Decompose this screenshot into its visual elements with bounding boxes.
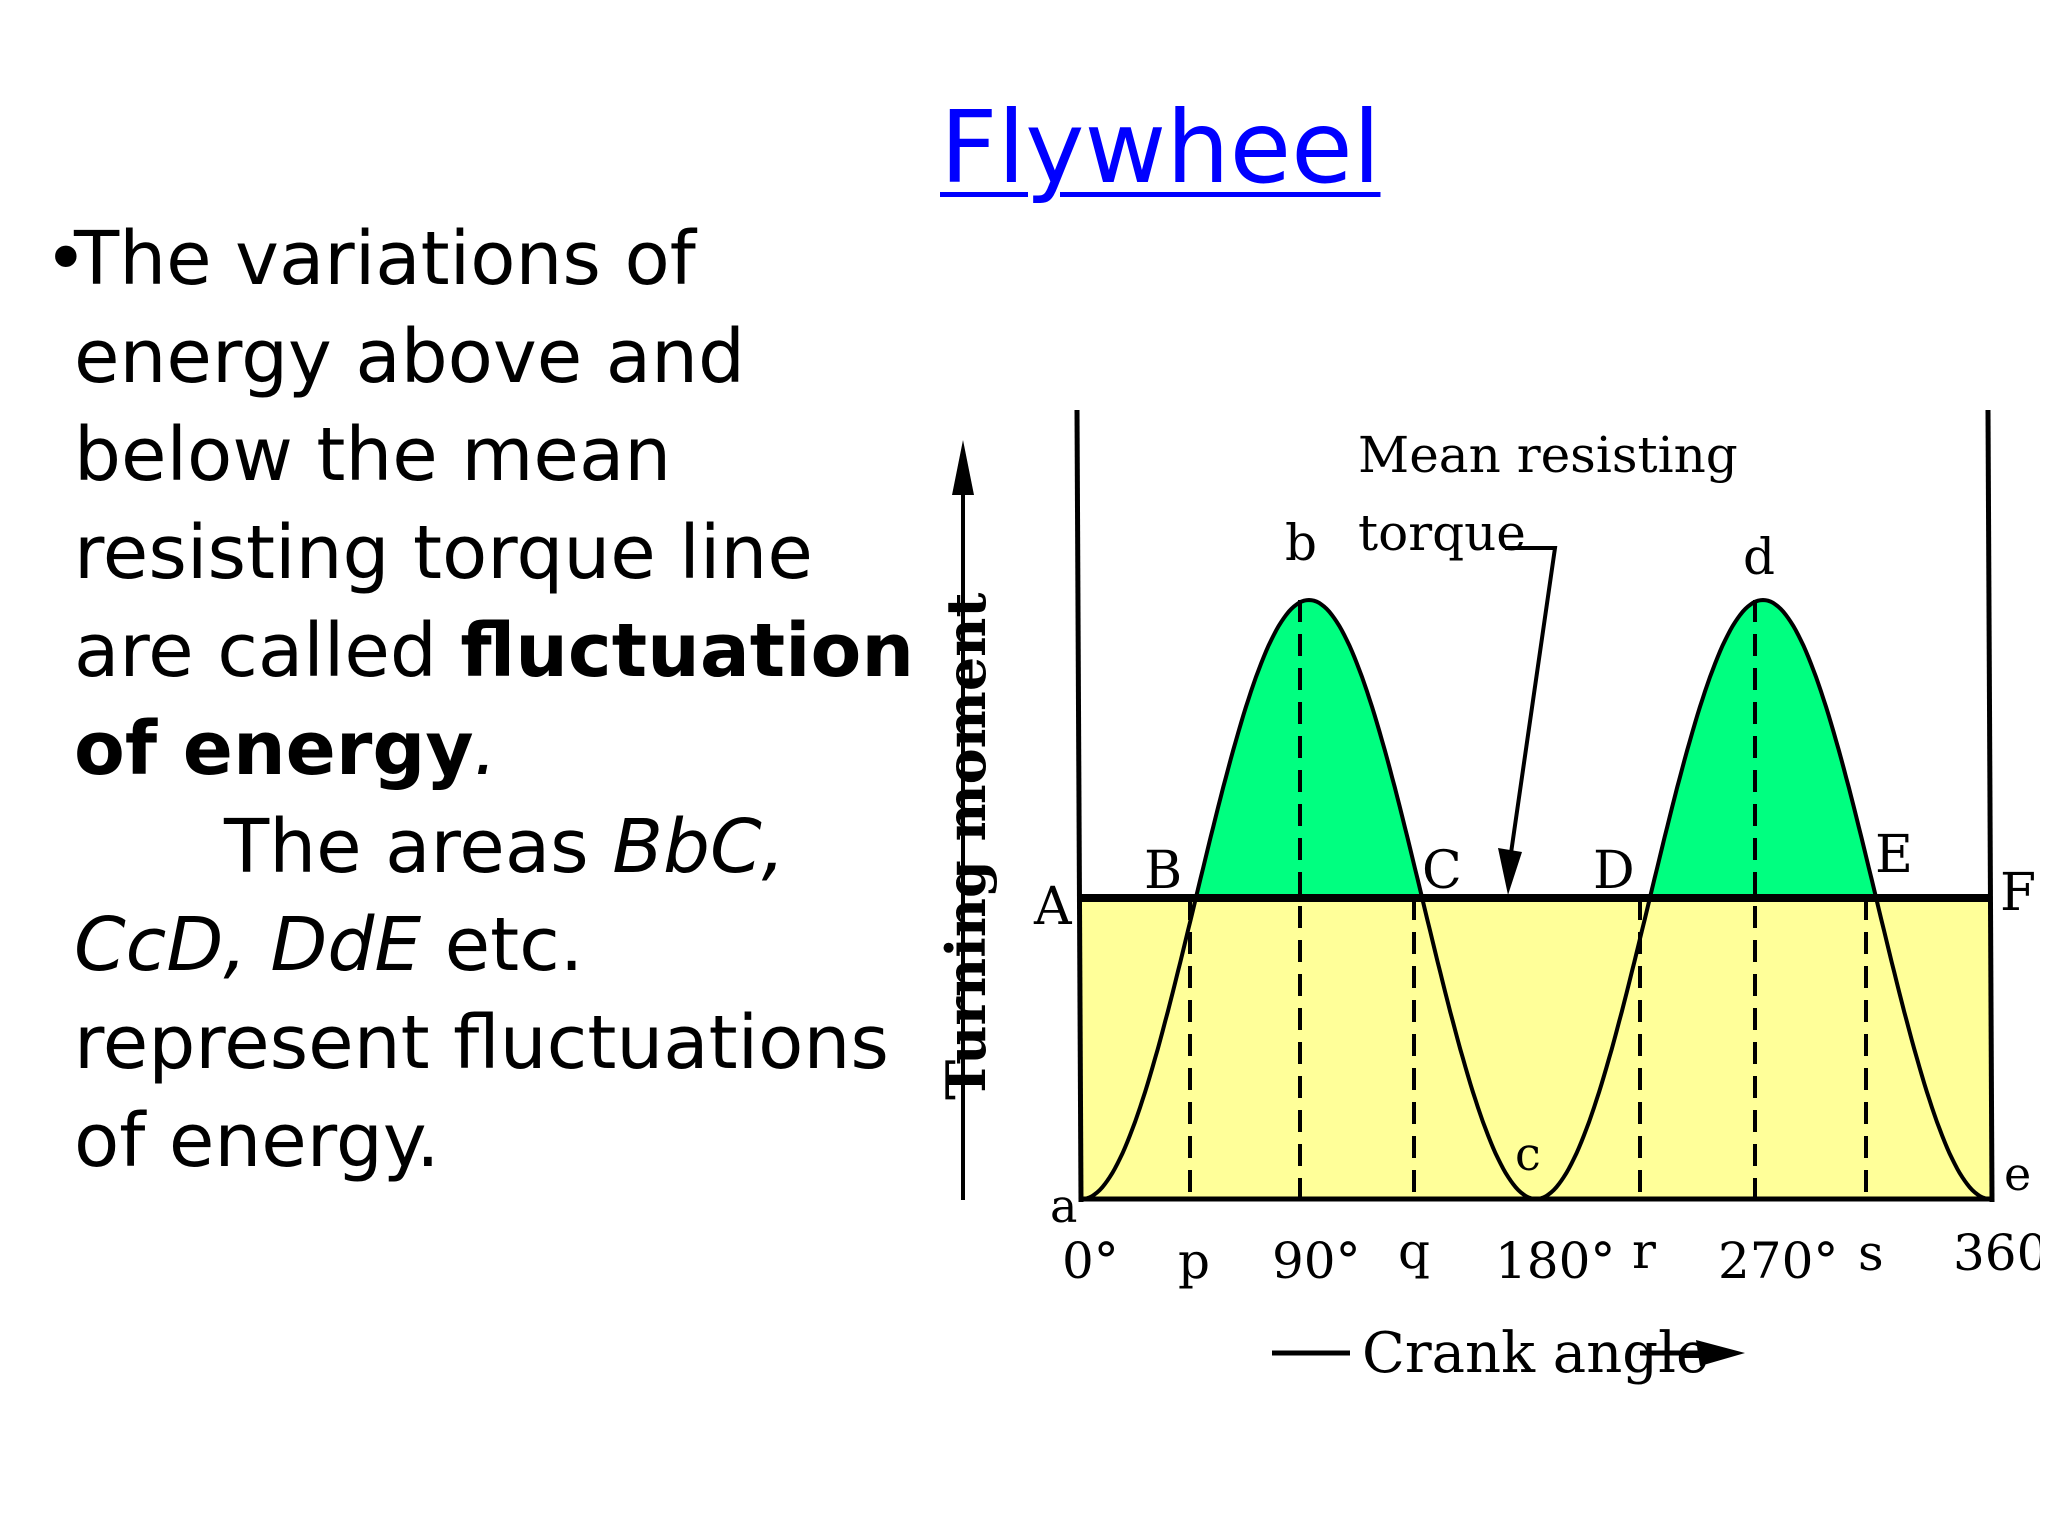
right-vertical-line — [1985, 409, 1995, 1203]
turning-moment-diagram: Mean resisting torque b d A B C D E F a … — [934, 409, 2040, 1386]
text-line-prefix: The areas — [224, 804, 613, 890]
bold-term: fluctuation — [460, 608, 915, 694]
text-line: of energy. — [74, 700, 918, 798]
annotation-label: Mean resisting — [1358, 426, 1738, 484]
x-tick-label: p — [1178, 1232, 1210, 1290]
text-line-prefix: are called — [74, 608, 461, 694]
x-tick-label: 90° — [1272, 1232, 1361, 1290]
italic-term: CcD, DdE — [74, 902, 422, 988]
point-label: B — [1144, 841, 1182, 901]
peak-label: d — [1743, 528, 1775, 586]
text-line: of energy. — [74, 1098, 440, 1184]
x-tick-label: 180° — [1495, 1232, 1615, 1290]
annotation-leader — [1505, 546, 1558, 861]
x-tick-label: r — [1632, 1222, 1656, 1280]
annotation-label: torque — [1358, 504, 1526, 562]
text-line: energy above and — [74, 314, 746, 400]
bullet-icon: • — [44, 216, 88, 302]
text-line: The areas BbC, — [74, 798, 918, 896]
text-line: below the mean — [74, 412, 672, 498]
text-line: are called fluctuation — [74, 602, 918, 700]
point-label: a — [1050, 1179, 1077, 1233]
x-tick-label: q — [1398, 1222, 1430, 1280]
peak-label: b — [1285, 514, 1317, 572]
turning-moment-curve — [1081, 597, 1991, 1202]
point-label: C — [1422, 841, 1462, 901]
text-line-suffix: etc. — [421, 902, 584, 988]
point-label: D — [1593, 841, 1635, 901]
x-tick-label: 360° — [1953, 1224, 2040, 1282]
body-text: • The variations of energy above and bel… — [44, 210, 918, 1190]
x-tick-label: 0° — [1062, 1232, 1119, 1290]
fluctuation-lobe-dde — [1649, 600, 1876, 898]
fluctuation-lobe-bbc — [1195, 600, 1422, 898]
italic-term: BbC, — [612, 804, 786, 890]
text-line-suffix: . — [473, 706, 498, 792]
annotation-arrowhead-icon — [1498, 848, 1522, 895]
paragraph-areas: The areas BbC, CcD, DdE etc. represent f… — [48, 798, 918, 1190]
text-line: resisting torque line — [74, 510, 813, 596]
below-mean-region — [1082, 898, 1990, 1198]
y-axis-label: Turning moment — [934, 593, 998, 1100]
point-label: E — [1875, 825, 1913, 885]
point-label: A — [1033, 877, 1073, 937]
point-label: c — [1515, 1127, 1541, 1181]
x-axis-arrowhead-icon — [1696, 1340, 1745, 1366]
x-tick-label: s — [1858, 1224, 1884, 1282]
text-line: The variations of — [74, 216, 696, 302]
x-tick-label: 270° — [1718, 1232, 1838, 1290]
x-axis-label: Crank angle — [1362, 1321, 1709, 1386]
point-label: F — [2000, 863, 2036, 923]
paragraph-fluctuation-definition: • The variations of energy above and bel… — [44, 210, 918, 798]
bold-term: of energy — [74, 706, 474, 792]
slide-title: Flywheel — [940, 89, 1381, 206]
text-line: represent fluctuations — [74, 1000, 889, 1086]
point-label: e — [2004, 1147, 2031, 1201]
dashed-guides — [1188, 600, 1868, 1199]
left-vertical-line — [1074, 409, 1084, 1203]
text-line: CcD, DdE etc. — [74, 896, 918, 994]
y-axis-arrowhead-icon — [952, 440, 974, 495]
